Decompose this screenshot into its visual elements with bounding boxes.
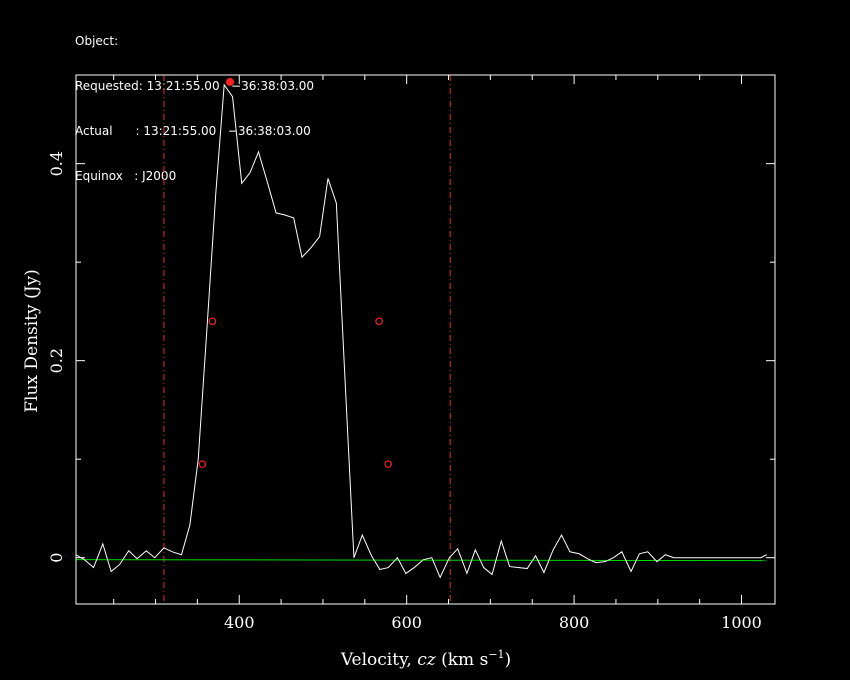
header-actual-line: Actual : 13:21:55.00 −36:38:03.00 xyxy=(75,124,311,138)
x-tick-label: 400 xyxy=(224,613,255,632)
y-tick-label: 0.4 xyxy=(47,151,66,176)
x-axis-label-close: ) xyxy=(505,650,512,670)
x-axis-label-sup: −1 xyxy=(488,648,504,661)
marker-group xyxy=(198,77,393,468)
x-tick-labels: 400 600 800 1000 xyxy=(224,613,762,632)
width-marker xyxy=(198,460,207,468)
peak-marker xyxy=(226,77,235,86)
x-tick-label: 1000 xyxy=(721,613,762,632)
x-axis-label: Velocity, cz (km s−1) xyxy=(340,648,511,670)
y-axis-label: Flux Density (Jy) xyxy=(22,269,42,413)
plot-frame xyxy=(75,74,776,605)
baseline-fit xyxy=(75,559,767,562)
header-requested-line: Requested: 13:21:55.00 −36:38:03.00 xyxy=(75,79,315,93)
width-marker xyxy=(384,460,393,468)
x-axis-label-unit: (km s xyxy=(436,650,489,670)
x-axis-label-italic: cz xyxy=(417,650,437,670)
x-tick-label: 600 xyxy=(391,613,422,632)
x-tick-label: 800 xyxy=(559,613,590,632)
window-lines xyxy=(163,75,451,604)
width-marker xyxy=(375,317,383,326)
y-tick-label: 0 xyxy=(47,553,66,563)
width-marker xyxy=(208,317,217,326)
object-header: Object: Requested: 13:21:55.00 −36:38:03… xyxy=(75,4,314,199)
y-tick-labels: 0 0.2 0.4 xyxy=(47,151,66,563)
header-object-line: Object: xyxy=(75,34,119,48)
axis-ticks xyxy=(76,75,775,604)
x-axis-label-prefix: Velocity, xyxy=(340,650,417,670)
y-tick-label: 0.2 xyxy=(47,348,66,373)
spectrum-line xyxy=(75,83,767,579)
header-equinox-line: Equinox : J2000 xyxy=(75,169,177,183)
